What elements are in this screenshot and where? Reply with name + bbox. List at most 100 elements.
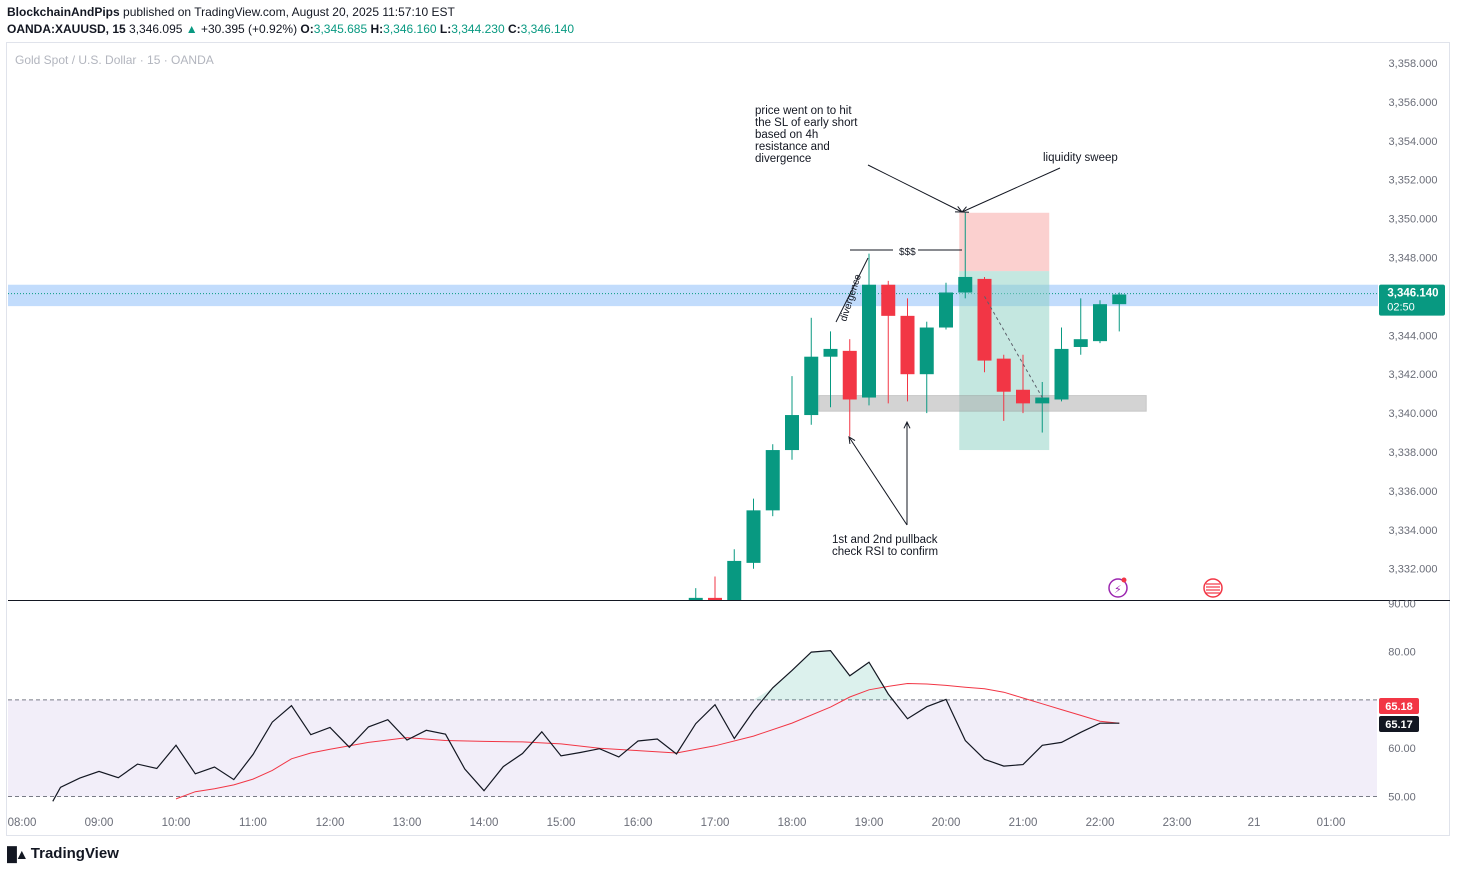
candle-body xyxy=(823,348,838,357)
candle-body xyxy=(1073,339,1088,347)
rsi-layer xyxy=(8,649,1377,802)
price-change: +30.395 (+0.92%) xyxy=(201,22,298,36)
candle-body xyxy=(996,358,1011,392)
rsi-axis-tick: 60.00 xyxy=(1388,743,1416,755)
bar-countdown: 02:50 xyxy=(1387,302,1415,314)
price-axis-tick: 3,358.000 xyxy=(1389,58,1438,70)
time-axis-tick: 13:00 xyxy=(393,817,422,829)
symbol-legend: OANDA:XAUUSD, 15 3,346.095 ▲ +30.395 (+0… xyxy=(7,22,574,36)
low-value: 3,344.230 xyxy=(451,22,505,36)
change-up-icon: ▲ xyxy=(185,22,198,36)
annotation-sl-text-line: price went on to hit xyxy=(755,105,852,117)
time-axis-tick: 11:00 xyxy=(239,817,267,829)
rsi-ma-value: 65.18 xyxy=(1385,701,1413,713)
time-axis-tick: 20:00 xyxy=(932,817,961,829)
annotation-pullback-text-line: 1st and 2nd pullback xyxy=(832,534,938,546)
annotation-sl-text-line: resistance and xyxy=(755,141,830,153)
candle-body xyxy=(746,510,761,563)
rsi-axis-tick: 50.00 xyxy=(1388,792,1416,804)
annotations-layer: price went on to hit the SL of early shor… xyxy=(755,105,1223,598)
rsi-badge xyxy=(1379,716,1419,732)
tradingview-logo[interactable]: █▲ TradingView xyxy=(7,845,119,862)
time-axis-tick: 23:00 xyxy=(1163,817,1192,829)
candle-body xyxy=(881,284,896,316)
annotation-dollars: $$$ xyxy=(899,247,916,258)
trade-path-line xyxy=(984,296,1043,398)
axes-layer: 3,332.000 3,334.000 3,336.000 3,338.000 3,34… xyxy=(8,58,1450,829)
high-value: 3,346.160 xyxy=(383,22,437,36)
rsi-line xyxy=(52,649,1120,802)
candle-body xyxy=(862,284,876,398)
annotation-dollars-line: $$$ xyxy=(899,247,916,258)
last-price-value: 3,346.140 xyxy=(1387,288,1438,300)
candles-layer xyxy=(688,212,1127,600)
time-axis-tick: 12:00 xyxy=(316,817,345,829)
time-axis-tick: 22:00 xyxy=(1086,817,1115,829)
author-name[interactable]: BlockchainAndPips xyxy=(7,5,120,19)
open-label: O: xyxy=(300,22,314,36)
event-flash-icon xyxy=(1108,578,1128,598)
time-axis-tick: 17:00 xyxy=(701,817,730,829)
price-axis-tick: 3,336.000 xyxy=(1389,486,1438,498)
arrow-pullback-1 xyxy=(848,436,908,526)
last-price-badge xyxy=(1379,284,1445,316)
zones-layer xyxy=(8,212,1378,451)
rsi-overbought-fill xyxy=(745,650,893,700)
price-axis-tick: 3,332.000 xyxy=(1389,564,1438,576)
candle-body xyxy=(804,356,819,416)
annotation-pullback-text: 1st and 2nd pullback check RSI to confirm xyxy=(832,534,938,558)
arrow-pullback-1-head xyxy=(848,436,856,445)
candle-body xyxy=(1035,397,1050,404)
symbol-name[interactable]: OANDA:XAUUSD, 15 xyxy=(7,22,126,36)
annotation-sl-text-line: divergence xyxy=(755,153,811,165)
candle-body xyxy=(939,292,953,328)
arrow-sweep xyxy=(961,167,1061,213)
candle-body xyxy=(977,278,992,361)
candle-body xyxy=(708,597,722,600)
candle-body xyxy=(1016,389,1030,404)
time-axis-tick: 10:00 xyxy=(162,817,191,829)
rsi-ma-line xyxy=(175,682,1120,800)
price-axis-tick: 3,356.000 xyxy=(1389,97,1438,109)
last-price: 3,346.095 xyxy=(129,22,183,36)
low-label: L: xyxy=(439,22,452,36)
divergence-line xyxy=(835,257,869,323)
annotation-sl-text-line: the SL of early short xyxy=(755,117,858,129)
arrow-pullback-2-head xyxy=(903,420,911,429)
time-axis-tick: 15:00 xyxy=(547,817,576,829)
price-axis-tick: 3,340.000 xyxy=(1389,408,1438,420)
tradingview-logo-icon: █▲ xyxy=(7,845,29,862)
time-axis-tick: 14:00 xyxy=(470,817,499,829)
candle-body xyxy=(919,327,934,375)
time-axis-tick: 21:00 xyxy=(1009,817,1038,829)
arrow-sl xyxy=(867,164,963,213)
stop-loss-box xyxy=(959,212,1050,272)
annotation-sl-text: price went on to hit the SL of early shor… xyxy=(755,105,858,165)
time-axis-tick: 18:00 xyxy=(778,817,807,829)
candle-body xyxy=(1054,348,1069,400)
price-axis-tick: 3,348.000 xyxy=(1389,253,1438,265)
demand-box xyxy=(818,395,1147,412)
annotation-sl-text-line: based on 4h xyxy=(755,129,818,141)
price-axis-tick: 3,352.000 xyxy=(1389,175,1438,187)
resistance-zone xyxy=(8,284,1378,307)
arrow-sweep-head xyxy=(960,206,970,213)
symbol-watermark: Gold Spot / U.S. Dollar · 15 · OANDA xyxy=(15,53,214,67)
price-axis-tick: 3,350.000 xyxy=(1389,214,1438,226)
candle-body xyxy=(1112,294,1127,305)
price-axis-tick: 3,338.000 xyxy=(1389,447,1438,459)
candle-body xyxy=(765,450,780,511)
close-value: 3,346.140 xyxy=(520,22,575,36)
open-value: 3,345.685 xyxy=(313,22,368,36)
rsi-band xyxy=(8,699,1377,797)
annotation-liquidity-sweep-line: liquidity sweep xyxy=(1043,152,1118,164)
chart-frame xyxy=(6,42,1450,836)
time-axis-tick: 09:00 xyxy=(85,817,114,829)
price-axis-tick: 3,354.000 xyxy=(1389,136,1438,148)
candle-body xyxy=(1093,304,1107,342)
candle-body xyxy=(727,560,742,600)
candle-body xyxy=(900,315,915,375)
price-axis-tick: 3,342.000 xyxy=(1389,369,1438,381)
candle-body xyxy=(958,276,973,293)
